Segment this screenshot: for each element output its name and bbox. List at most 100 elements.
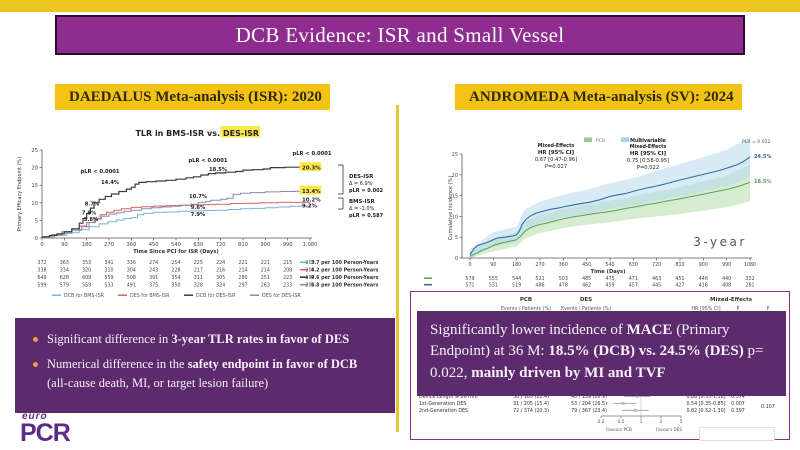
- svg-text:559: 559: [104, 275, 113, 281]
- svg-text:214: 214: [261, 268, 270, 274]
- svg-text:0: 0: [40, 242, 43, 248]
- svg-text:HR [95% CI]: HR [95% CI]: [630, 151, 666, 157]
- svg-text:Primary Efficacy Endpoint (%): Primary Efficacy Endpoint (%): [17, 157, 23, 232]
- callout-text: Significantly lower incidence of MACE (P…: [430, 322, 764, 381]
- svg-text:216: 216: [216, 268, 225, 274]
- svg-text:3-year: 3-year: [693, 235, 747, 249]
- svg-text:40 / 159 (26.9): 40 / 159 (26.9): [571, 394, 607, 400]
- svg-text:225: 225: [194, 260, 203, 266]
- svg-text:10.2%: 10.2%: [302, 198, 321, 204]
- svg-text:540: 540: [605, 262, 614, 268]
- svg-text:13.4%: 13.4%: [302, 189, 321, 195]
- svg-text:324: 324: [216, 283, 225, 289]
- svg-text:270: 270: [535, 262, 544, 268]
- svg-text:243: 243: [149, 268, 158, 274]
- svg-text:215: 215: [283, 260, 292, 266]
- svg-text:Events / Patients (%): Events / Patients (%): [561, 306, 611, 312]
- right-section-banner: ANDROMEDA Meta-analysis (SV): 2024: [455, 84, 742, 110]
- svg-text:0: 0: [468, 262, 471, 268]
- svg-text:263: 263: [261, 283, 270, 289]
- svg-text:208: 208: [283, 268, 292, 274]
- svg-text:PLR = 0.022: PLR = 0.022: [742, 139, 771, 145]
- svg-text:180: 180: [82, 242, 92, 248]
- svg-text:217: 217: [194, 268, 203, 274]
- svg-text:531: 531: [489, 283, 498, 289]
- svg-text:204: 204: [305, 283, 314, 289]
- svg-text:555: 555: [489, 276, 498, 282]
- svg-text:HR [95% CI]: HR [95% CI]: [691, 306, 720, 312]
- svg-text:599: 599: [37, 283, 46, 289]
- bullet-item: Significant difference in 3-year TLR rat…: [31, 330, 377, 349]
- svg-text:194: 194: [305, 275, 314, 281]
- svg-text:478: 478: [559, 283, 568, 289]
- svg-text:5: 5: [35, 218, 38, 224]
- europcr-logo-pcr: PCR: [20, 419, 71, 447]
- svg-text:DCB for DES-ISR: DCB for DES-ISR: [196, 293, 236, 299]
- svg-text:Cumulative Incidence (%): Cumulative Incidence (%): [448, 176, 454, 240]
- svg-text:Δ = -1.0%: Δ = -1.0%: [349, 206, 375, 212]
- europcr-logo-euro: euro: [22, 411, 48, 422]
- svg-text:1st-Generation DES: 1st-Generation DES: [419, 401, 466, 407]
- svg-text:354: 354: [171, 275, 180, 281]
- svg-text:DCB for BMS-ISR: DCB for BMS-ISR: [64, 293, 105, 299]
- svg-text:14.4%: 14.4%: [101, 180, 120, 186]
- svg-text:427: 427: [675, 283, 684, 289]
- svg-text:79 / 367 (23.4): 79 / 367 (23.4): [571, 408, 607, 414]
- svg-text:571: 571: [465, 283, 474, 289]
- svg-text:Multivariable: Multivariable: [630, 138, 666, 144]
- svg-text:311: 311: [194, 275, 203, 281]
- svg-text:579: 579: [465, 276, 474, 282]
- svg-text:9.6 per 100 Person-Years: 9.6 per 100 Person-Years: [311, 275, 378, 281]
- svg-text:223: 223: [283, 275, 292, 281]
- svg-text:10: 10: [31, 201, 38, 207]
- svg-text:1,080: 1,080: [303, 242, 318, 248]
- svg-text:559: 559: [82, 283, 91, 289]
- svg-text:18.5%: 18.5%: [209, 167, 228, 173]
- svg-text:DES-ISR: DES-ISR: [349, 174, 374, 180]
- svg-text:PCB: PCB: [596, 138, 605, 144]
- svg-text:Mixed-Effects: Mixed-Effects: [710, 297, 753, 303]
- svg-text:DES: DES: [580, 297, 592, 303]
- svg-text:5: 5: [680, 419, 683, 425]
- svg-text:25: 25: [31, 148, 38, 154]
- svg-text:336: 336: [127, 260, 136, 266]
- svg-text:72 / 374 (20.3): 72 / 374 (20.3): [513, 408, 549, 414]
- svg-text:508: 508: [127, 275, 136, 281]
- svg-text:0.2: 0.2: [598, 419, 605, 425]
- svg-text:540: 540: [171, 242, 181, 248]
- svg-text:900: 900: [699, 262, 708, 268]
- svg-text:Device Length ≥ 26 mm: Device Length ≥ 26 mm: [419, 394, 478, 400]
- svg-text:DES for BMS-ISR: DES for BMS-ISR: [130, 293, 170, 299]
- svg-text:P=0.022: P=0.022: [637, 165, 659, 171]
- svg-text:341: 341: [104, 260, 113, 266]
- svg-text:609: 609: [82, 275, 91, 281]
- svg-text:206: 206: [305, 268, 314, 274]
- svg-text:5.8 per 100 Person-Years: 5.8 per 100 Person-Years: [311, 283, 378, 289]
- svg-text:DES for DES-ISR: DES for DES-ISR: [262, 293, 301, 299]
- top-accent-bar: [0, 0, 800, 12]
- svg-text:0.67 [0.47-0.96]: 0.67 [0.47-0.96]: [535, 157, 577, 163]
- svg-text:270: 270: [104, 242, 114, 248]
- svg-text:503: 503: [559, 276, 568, 282]
- svg-text:491: 491: [127, 283, 136, 289]
- bullet-icon: [33, 337, 38, 342]
- svg-text:440: 440: [722, 276, 731, 282]
- svg-text:254: 254: [171, 260, 180, 266]
- svg-text:251: 251: [261, 275, 270, 281]
- svg-text:446: 446: [699, 276, 708, 282]
- slide-title-banner: DCB Evidence: ISR and Small Vessel: [55, 15, 745, 55]
- svg-text:0.5: 0.5: [618, 419, 625, 425]
- svg-text:7.9%: 7.9%: [191, 212, 206, 218]
- svg-text:9.6%: 9.6%: [191, 205, 206, 211]
- svg-text:372: 372: [37, 260, 46, 266]
- svg-text:2nd-Generation DES: 2nd-Generation DES: [419, 408, 468, 414]
- svg-text:649: 649: [37, 275, 46, 281]
- svg-text:3.7 per 100 Person-Years: 3.7 per 100 Person-Years: [311, 260, 378, 266]
- left-section-title: DAEDALUS Meta-analysis (ISR): 2020: [69, 88, 322, 105]
- svg-text:pLR < 0.0001: pLR < 0.0001: [189, 158, 228, 164]
- svg-text:38 / 165 (22.4): 38 / 165 (22.4): [513, 394, 549, 400]
- svg-text:pLR < 0.0001: pLR < 0.0001: [81, 169, 120, 175]
- svg-text:533: 533: [104, 283, 113, 289]
- svg-text:20: 20: [452, 173, 458, 179]
